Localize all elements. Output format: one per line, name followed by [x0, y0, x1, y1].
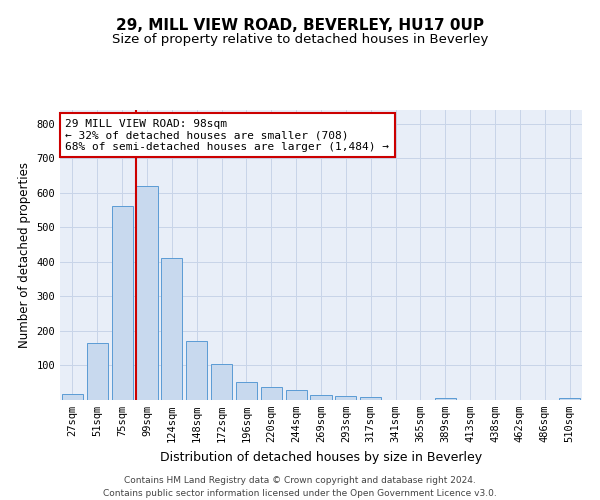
Bar — [186, 340, 207, 400]
Bar — [236, 382, 257, 400]
Bar — [62, 394, 83, 400]
Text: Size of property relative to detached houses in Beverley: Size of property relative to detached ho… — [112, 32, 488, 46]
X-axis label: Distribution of detached houses by size in Beverley: Distribution of detached houses by size … — [160, 450, 482, 464]
Bar — [335, 396, 356, 400]
Bar — [559, 398, 580, 400]
Y-axis label: Number of detached properties: Number of detached properties — [18, 162, 31, 348]
Bar — [261, 387, 282, 400]
Bar — [136, 186, 158, 400]
Text: Contains HM Land Registry data © Crown copyright and database right 2024.
Contai: Contains HM Land Registry data © Crown c… — [103, 476, 497, 498]
Bar — [360, 396, 381, 400]
Bar — [286, 390, 307, 400]
Text: 29, MILL VIEW ROAD, BEVERLEY, HU17 0UP: 29, MILL VIEW ROAD, BEVERLEY, HU17 0UP — [116, 18, 484, 32]
Bar — [87, 343, 108, 400]
Bar — [310, 395, 332, 400]
Bar — [161, 258, 182, 400]
Text: 29 MILL VIEW ROAD: 98sqm
← 32% of detached houses are smaller (708)
68% of semi-: 29 MILL VIEW ROAD: 98sqm ← 32% of detach… — [65, 118, 389, 152]
Bar — [211, 364, 232, 400]
Bar — [112, 206, 133, 400]
Bar — [435, 398, 456, 400]
